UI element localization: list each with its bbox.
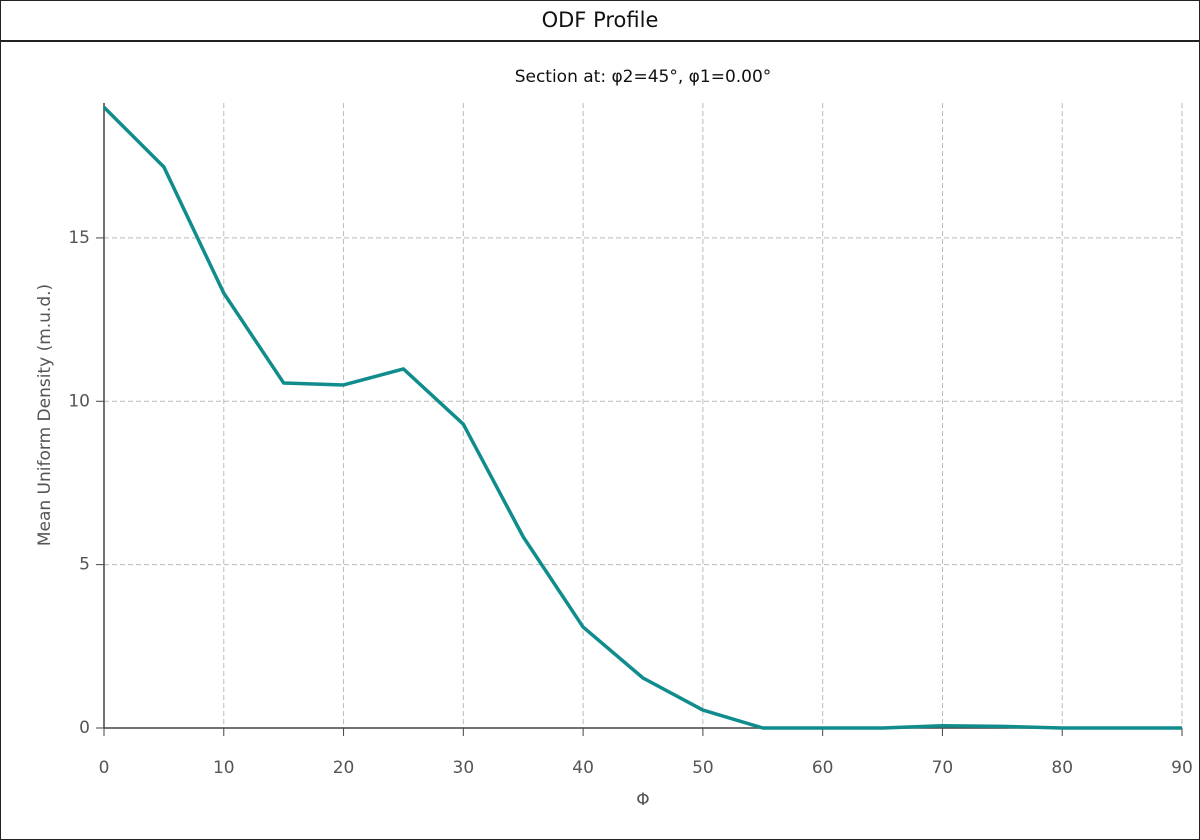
x-tick-label: 20	[333, 758, 355, 778]
x-tick-label: 30	[453, 758, 475, 778]
x-tick-label: 10	[213, 758, 235, 778]
y-tick-label: 10	[68, 391, 90, 411]
chart-title: Section at: φ2=45°, φ1=0.00°	[515, 67, 772, 87]
x-tick-label: 50	[692, 758, 714, 778]
data-line	[102, 106, 1182, 730]
x-tick-label: 40	[572, 758, 594, 778]
x-tick-label: 60	[812, 758, 834, 778]
window-title: ODF Profile	[1, 1, 1199, 42]
x-tick-label: 70	[932, 758, 954, 778]
x-tick-label: 80	[1051, 758, 1073, 778]
x-tick-label: 0	[99, 758, 110, 778]
x-tick-label: 90	[1171, 758, 1193, 778]
x-axis-label: Φ	[636, 790, 649, 810]
y-tick-label: 0	[79, 718, 90, 738]
y-axis-label: Mean Uniform Density (m.u.d.)	[35, 284, 55, 546]
y-tick-label: 15	[68, 228, 90, 248]
y-tick-label: 5	[79, 555, 90, 575]
